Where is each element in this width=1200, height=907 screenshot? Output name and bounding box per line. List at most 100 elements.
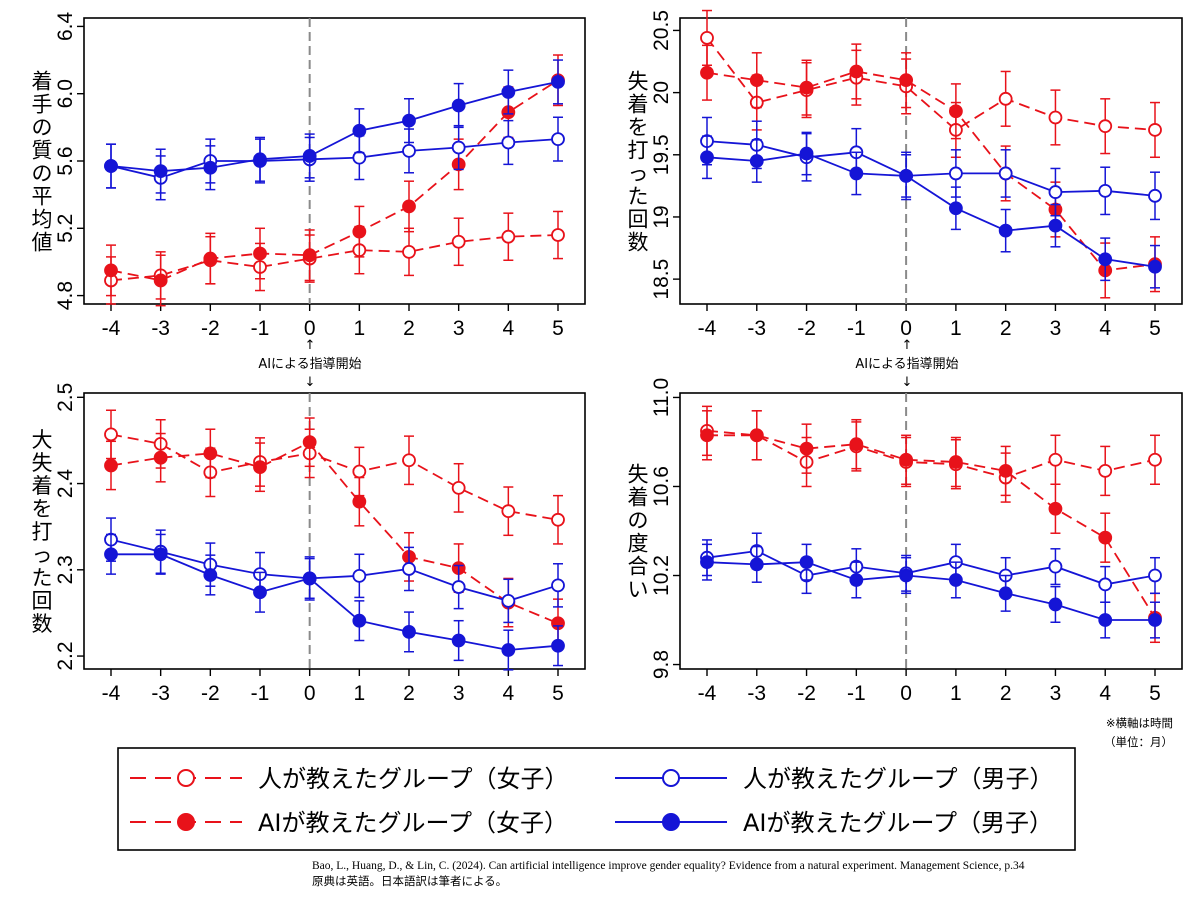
series-line (110, 538, 559, 602)
y-axis-label-char: た (628, 185, 649, 209)
x-tick-label: 3 (1050, 317, 1062, 340)
data-point (104, 427, 118, 442)
y-tick-label: 2.2 (54, 641, 77, 670)
legend-label: AIが教えたグループ（男子） (743, 809, 1053, 837)
data-point (1048, 110, 1063, 125)
y-axis-label-char: 手 (32, 93, 53, 117)
legend-marker (662, 769, 680, 787)
series-line (706, 561, 1155, 621)
x-tick-label: 2 (1000, 317, 1012, 340)
y-tick-label: 10.6 (650, 466, 673, 507)
y-axis-label-char: 回 (628, 208, 649, 232)
x-tick-label: -1 (251, 317, 270, 340)
y-tick-label: 2.4 (54, 469, 77, 499)
y-axis-label-char: 均 (32, 208, 53, 232)
legend-entry-ai_male: AIが教えたグループ（男子） (615, 809, 1053, 837)
x-tick-label: -2 (201, 682, 220, 705)
y-axis-label-char: の (32, 116, 53, 140)
series-ai_female (700, 410, 1162, 644)
data-point (352, 568, 367, 583)
x-tick-label: 0 (304, 682, 316, 705)
data-point (402, 625, 416, 639)
data-point (551, 512, 565, 527)
x-tick-label: 1 (950, 682, 962, 705)
data-point (1098, 613, 1113, 627)
x-tick-label: 3 (1050, 682, 1062, 705)
series-line (706, 429, 1156, 479)
series-ai_male (700, 131, 1162, 289)
data-point (203, 446, 218, 461)
data-point (253, 152, 267, 167)
data-point (302, 571, 317, 586)
ai-start-annotation-left: ↑ AIによる指導開始 ↓ (258, 338, 361, 390)
data-point (352, 613, 367, 628)
series-ai_male (700, 543, 1162, 639)
x-tick-label: 4 (1099, 317, 1111, 340)
data-point (1148, 568, 1162, 583)
data-point (1148, 613, 1162, 627)
data-point (551, 638, 565, 653)
x-tick-label: 2 (1000, 682, 1012, 705)
x-tick-label: -4 (102, 682, 121, 705)
y-axis-label-char: た (32, 566, 53, 590)
ai-start-label: AIによる指導開始 (855, 357, 958, 372)
data-point (451, 633, 466, 648)
data-point (700, 30, 714, 45)
data-point (700, 150, 714, 165)
data-point (153, 450, 168, 465)
data-point (501, 85, 516, 99)
legend-label: 人が教えたグループ（男子） (743, 765, 1054, 793)
data-point (799, 555, 814, 570)
x-tick-label: 3 (453, 317, 465, 340)
x-tick-label: 0 (900, 317, 912, 340)
data-point (1148, 188, 1162, 203)
x-tick-label: 3 (453, 682, 465, 705)
ai-start-up-arrow: ↑ (305, 338, 316, 353)
y-tick-label: 5.6 (54, 146, 77, 175)
x-tick-label: 5 (552, 317, 564, 340)
y-axis-label-char: 失 (628, 463, 649, 487)
data-point (899, 73, 914, 88)
y-axis-label-char: 打 (32, 520, 53, 544)
axis-note-line1: ※横軸は時間 (1106, 716, 1173, 730)
axis-note-line2: （単位：月） (1104, 735, 1173, 749)
y-tick-label: 11.0 (650, 378, 673, 417)
data-point (203, 251, 218, 266)
y-axis-label-char: を (628, 116, 649, 140)
data-point (948, 166, 963, 181)
data-point (104, 263, 118, 278)
x-tick-label: 2 (403, 682, 415, 705)
y-axis-label-char: の (32, 162, 53, 186)
y-axis-label-char: 質 (32, 139, 53, 163)
y-axis-label-char: 値 (32, 231, 53, 255)
data-point (203, 568, 218, 582)
data-point (352, 150, 367, 165)
data-point (998, 166, 1013, 181)
legend-label: 人が教えたグループ（女子） (258, 765, 569, 793)
data-point (1098, 252, 1113, 267)
y-tick-label: 4.8 (54, 281, 77, 310)
data-point (501, 504, 516, 519)
ai-start-label: AIによる指導開始 (258, 357, 361, 372)
y-tick-label: 19.5 (650, 134, 673, 175)
data-point (153, 164, 168, 178)
data-point (302, 248, 317, 263)
plot-frame (83, 17, 586, 305)
y-axis-label-char: 失 (32, 451, 53, 475)
data-point (749, 428, 764, 443)
data-point (1048, 597, 1063, 612)
data-point (1048, 559, 1063, 574)
series-ai_male (104, 59, 565, 194)
data-point (700, 428, 714, 443)
data-point (104, 159, 118, 173)
y-tick-label: 20.5 (650, 10, 673, 51)
data-point (104, 547, 118, 562)
data-point (352, 464, 367, 479)
data-point (1098, 530, 1113, 545)
data-point (402, 562, 416, 576)
y-axis-label-char: 着 (32, 70, 53, 94)
